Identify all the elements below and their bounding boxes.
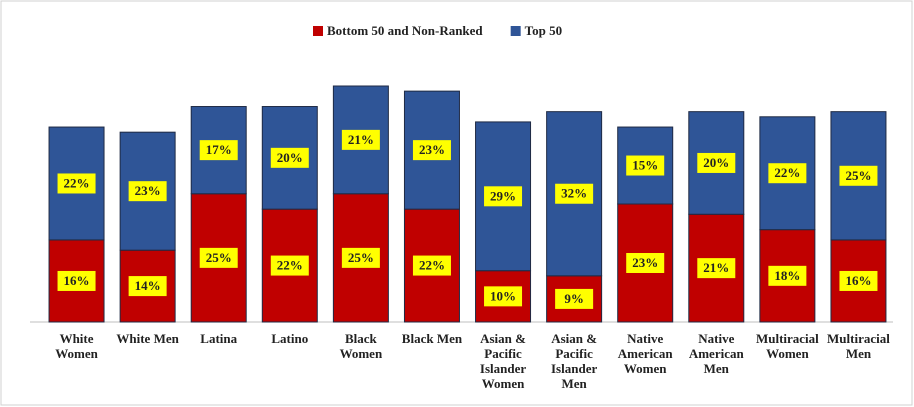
x-tick-label: Latina (200, 331, 237, 346)
value-label-bg (484, 186, 523, 207)
value-label: 17% (206, 142, 232, 157)
value-label-bg (555, 288, 594, 309)
value-label-bg (768, 265, 807, 286)
value-label: 20% (277, 150, 303, 165)
value-label: 22% (774, 165, 800, 180)
value-label: 21% (703, 260, 729, 275)
value-label: 23% (632, 255, 658, 270)
legend-swatch (510, 26, 521, 36)
x-tick-label: Native American Men (689, 331, 745, 376)
value-label-bg (341, 247, 380, 268)
value-label: 18% (774, 268, 800, 283)
value-label-bg (839, 165, 878, 186)
value-label-bg (697, 258, 736, 279)
value-label-bg (626, 253, 665, 273)
legend-swatch (313, 26, 323, 36)
value-label-bg (57, 173, 96, 194)
value-label: 15% (632, 158, 658, 173)
x-tick-label: Asian & Pacific Islander Men (551, 331, 597, 391)
legend-label: Bottom 50 and Non-Ranked (327, 23, 483, 38)
value-label-bg (555, 183, 594, 204)
value-label-bg (199, 247, 238, 268)
x-tick-label: Native American Women (618, 331, 674, 376)
value-label-bg (839, 270, 878, 291)
value-label-bg (270, 255, 309, 276)
x-tick-label: White Men (116, 331, 179, 346)
x-tick-label: Black Men (402, 331, 463, 346)
value-label-bg (199, 140, 238, 161)
value-label: 22% (64, 175, 90, 190)
value-label: 22% (419, 258, 445, 273)
value-label: 25% (348, 250, 374, 265)
value-label: 32% (561, 186, 587, 201)
value-label: 29% (490, 188, 516, 203)
value-label: 23% (419, 142, 445, 157)
value-label-bg (484, 286, 523, 307)
value-label: 16% (845, 273, 871, 288)
value-label-bg (412, 140, 451, 161)
value-label: 10% (490, 288, 516, 303)
x-tick-label: Latino (271, 331, 308, 346)
value-label-bg (341, 129, 380, 150)
value-label-bg (412, 255, 451, 276)
value-label: 25% (845, 168, 871, 183)
value-label: 9% (564, 291, 584, 306)
value-label-bg (57, 270, 96, 291)
value-label: 23% (135, 183, 161, 198)
value-label: 22% (277, 258, 303, 273)
value-label: 16% (64, 273, 90, 288)
legend-label: Top 50 (525, 23, 562, 38)
value-label: 20% (703, 155, 729, 170)
x-tick-label: Multiracial Men (827, 331, 890, 361)
value-label: 14% (135, 278, 161, 293)
x-tick-label: Asian & Pacific Islander Women (480, 331, 526, 391)
value-label-bg (128, 276, 167, 297)
x-tick-label: Multiracial Women (756, 331, 819, 361)
value-label-bg (768, 163, 807, 184)
x-tick-label: Black Women (340, 331, 383, 361)
value-label-bg (626, 155, 665, 176)
value-label: 25% (206, 250, 232, 265)
x-tick-label: White Women (55, 331, 98, 361)
value-label: 21% (348, 132, 374, 147)
value-label-bg (270, 147, 309, 168)
value-label-bg (697, 152, 736, 173)
value-label-bg (128, 181, 167, 202)
